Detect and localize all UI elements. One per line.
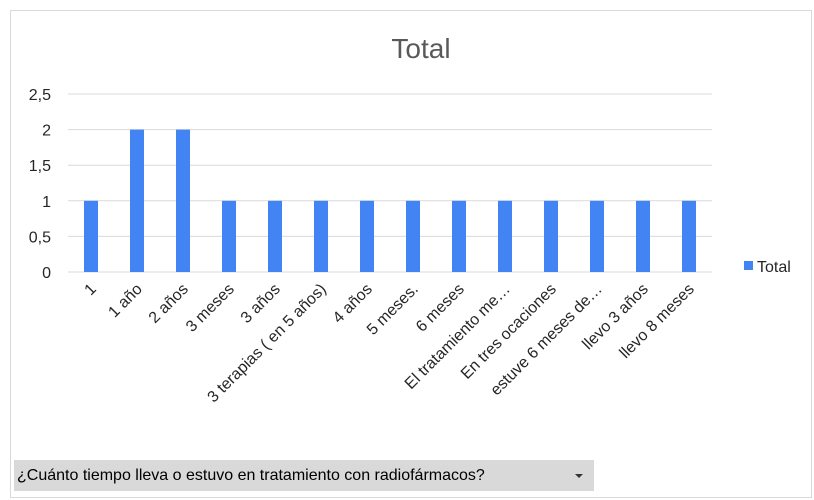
x-tick-label: 5 meses. — [364, 281, 422, 339]
x-tick-label: 4 años — [330, 281, 376, 327]
x-tick-label: 1 — [82, 281, 100, 299]
bar[interactable] — [268, 200, 282, 272]
y-tick-label: 0 — [42, 265, 51, 282]
legend[interactable]: Total — [744, 259, 791, 276]
y-axis-ticks: 0 0,5 1 1,5 2 2,5 — [29, 87, 51, 282]
bar[interactable] — [130, 129, 144, 272]
bar[interactable] — [498, 200, 512, 272]
bar[interactable] — [590, 200, 604, 272]
legend-label-total: Total — [757, 259, 791, 276]
dropdown-arrow-icon[interactable] — [564, 460, 594, 491]
x-tick-label: 1 año — [105, 281, 145, 321]
bar[interactable] — [452, 200, 466, 272]
y-tick-label: 2,5 — [29, 87, 51, 104]
legend-swatch — [744, 261, 753, 270]
y-tick-label: 1 — [42, 194, 51, 211]
chart-title: Total — [391, 33, 450, 64]
bar[interactable] — [544, 200, 558, 272]
y-tick-label: 0,5 — [29, 229, 51, 246]
bar[interactable] — [636, 200, 650, 272]
x-tick-label: 2 años — [146, 281, 192, 327]
field-filter-label: ¿Cuánto tiempo lleva o estuvo en tratami… — [17, 466, 485, 484]
bar[interactable] — [314, 200, 328, 272]
y-tick-label: 1,5 — [29, 158, 51, 175]
bars — [84, 129, 696, 272]
gridlines — [68, 93, 712, 273]
bar[interactable] — [360, 200, 374, 272]
bar[interactable] — [682, 200, 696, 272]
field-filter-dropdown[interactable]: ¿Cuánto tiempo lleva o estuvo en tratami… — [14, 460, 594, 491]
x-tick-label: 3 años — [238, 281, 284, 327]
x-tick-label: 3 meses — [183, 281, 238, 336]
bar[interactable] — [222, 200, 236, 272]
bar[interactable] — [84, 200, 98, 272]
bar[interactable] — [406, 200, 420, 272]
bar[interactable] — [176, 129, 190, 272]
y-tick-label: 2 — [42, 123, 51, 140]
